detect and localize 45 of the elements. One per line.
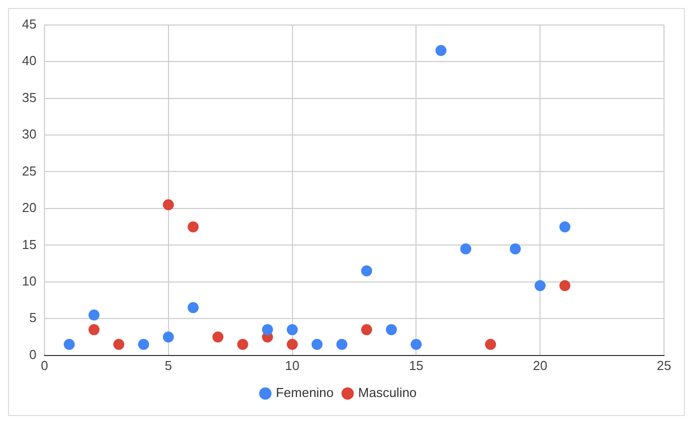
x-tick-label: 20	[532, 358, 548, 373]
point	[386, 324, 397, 336]
point	[262, 324, 273, 336]
point	[64, 338, 75, 350]
x-tick-label: 15	[408, 358, 424, 373]
point	[88, 309, 100, 320]
point	[88, 324, 100, 336]
point	[559, 221, 570, 232]
point	[559, 280, 570, 292]
point	[312, 338, 323, 350]
point	[361, 324, 372, 336]
point	[336, 338, 348, 350]
point	[188, 221, 199, 232]
y-tick-label: 35	[22, 90, 36, 105]
legend-label: Masculino	[358, 385, 417, 400]
point	[410, 338, 422, 350]
point	[237, 338, 248, 350]
y-tick-label: 5	[29, 310, 36, 326]
point	[435, 45, 446, 56]
y-tick-label: 10	[22, 274, 36, 289]
point	[188, 302, 199, 314]
point	[485, 338, 496, 350]
legend-label: Femenino	[276, 385, 334, 400]
point	[361, 265, 372, 276]
y-tick-label: 20	[22, 200, 36, 216]
x-tick-label: 25	[656, 358, 672, 373]
x-tick-label: 0	[40, 358, 48, 373]
point	[286, 338, 298, 350]
point	[212, 332, 224, 343]
point	[460, 243, 472, 254]
y-tick-label: 0	[29, 346, 36, 362]
x-tick-label: 5	[164, 358, 172, 373]
x-tick-label: 10	[285, 358, 300, 373]
y-tick-label: 45	[22, 16, 36, 32]
point	[162, 332, 174, 343]
y-tick-label: 40	[22, 53, 36, 68]
point	[286, 324, 298, 336]
y-tick-label: 30	[22, 126, 36, 142]
point	[510, 243, 521, 254]
y-tick-label: 25	[22, 163, 36, 178]
y-tick-label: 15	[22, 236, 36, 252]
point	[534, 280, 546, 292]
point	[138, 338, 150, 350]
point	[162, 199, 174, 210]
point	[113, 338, 124, 350]
